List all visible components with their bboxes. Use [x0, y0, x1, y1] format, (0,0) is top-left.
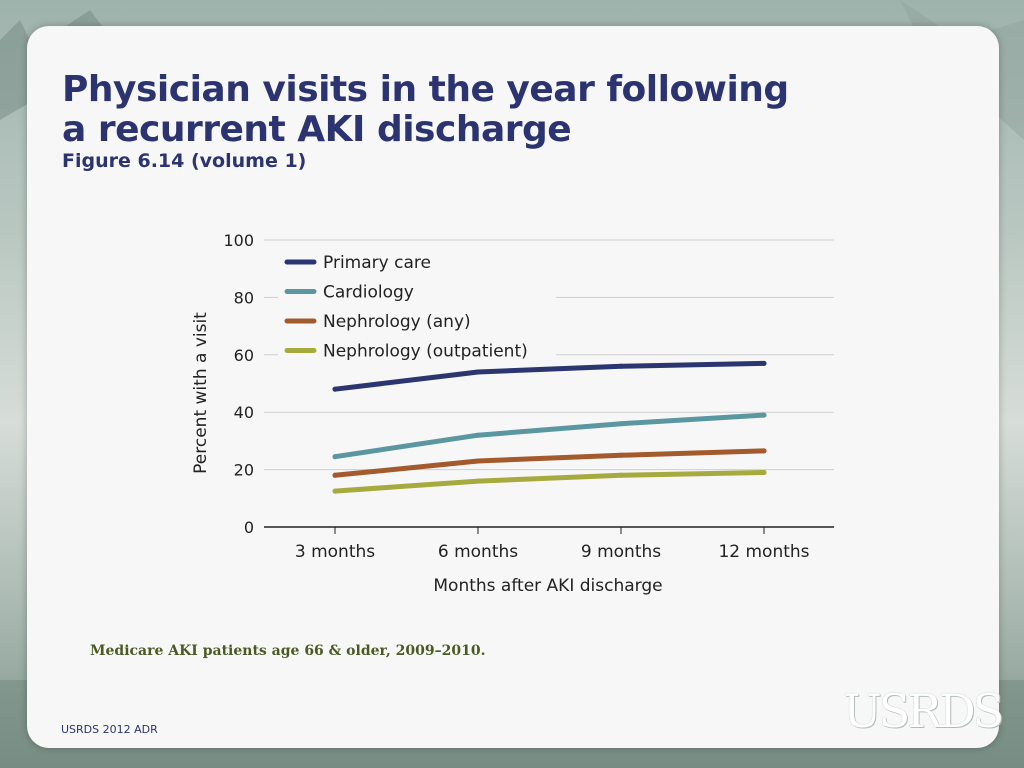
usrds-logo: USRDS	[843, 684, 1004, 738]
y-tick-label: 80	[234, 288, 254, 307]
legend-label: Nephrology (outpatient)	[323, 342, 528, 362]
legend-label: Primary care	[323, 253, 431, 273]
legend-label: Nephrology (any)	[323, 312, 471, 332]
data-point	[475, 478, 481, 484]
footer-source: USRDS 2012 ADR	[61, 723, 158, 736]
legend-label: Cardiology	[323, 283, 414, 303]
y-tick-label: 0	[244, 518, 254, 537]
data-point	[761, 412, 767, 418]
x-axis-title: Months after AKI discharge	[433, 576, 662, 596]
data-point	[618, 363, 624, 369]
legend-box	[278, 248, 556, 368]
data-point	[761, 360, 767, 366]
data-point	[618, 472, 624, 478]
data-point	[618, 421, 624, 427]
data-point	[618, 452, 624, 458]
slide-card	[27, 26, 999, 748]
chart-note: Medicare AKI patients age 66 & older, 20…	[90, 643, 486, 659]
slide-subtitle: Figure 6.14 (volume 1)	[62, 150, 307, 172]
y-tick-label: 20	[234, 461, 254, 480]
y-tick-label: 60	[234, 346, 254, 365]
data-point	[761, 448, 767, 454]
series-line	[332, 470, 767, 494]
y-tick-label: 40	[234, 403, 254, 422]
data-point	[332, 472, 338, 478]
x-tick-label: 3 months	[295, 542, 375, 562]
data-point	[332, 386, 338, 392]
data-point	[332, 454, 338, 460]
x-tick-label: 9 months	[581, 542, 661, 562]
y-axis-title: Percent with a visit	[191, 312, 211, 474]
x-tick-label: 12 months	[718, 542, 809, 562]
series-line	[332, 360, 767, 392]
series-line	[332, 448, 767, 478]
data-point	[761, 470, 767, 475]
data-point	[475, 369, 481, 375]
data-point	[475, 432, 481, 438]
series-line	[332, 412, 767, 460]
slide-title: Physician visits in the year following a…	[62, 69, 789, 150]
data-point	[332, 488, 338, 494]
data-point	[475, 458, 481, 464]
x-tick-label: 6 months	[438, 542, 518, 562]
y-tick-label: 100	[223, 231, 254, 250]
